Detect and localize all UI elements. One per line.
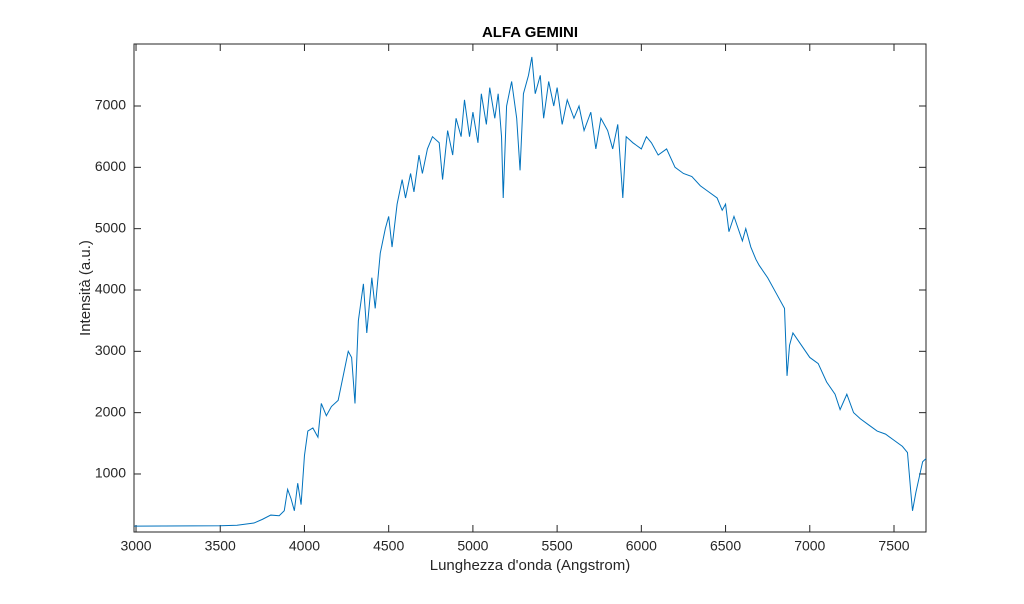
chart-title: ALFA GEMINI bbox=[482, 24, 578, 41]
x-tick-label: 7000 bbox=[794, 538, 825, 554]
y-tick-label: 7000 bbox=[95, 97, 126, 113]
x-tick-label: 3500 bbox=[205, 538, 236, 554]
y-tick-label: 3000 bbox=[95, 342, 126, 358]
x-tick-label: 7500 bbox=[878, 538, 909, 554]
x-axis-label: Lunghezza d'onda (Angstrom) bbox=[430, 557, 631, 574]
spectrum-line bbox=[134, 56, 927, 527]
x-tick-label: 5000 bbox=[457, 538, 488, 554]
y-tick-label: 1000 bbox=[95, 465, 126, 481]
y-tick-label: 6000 bbox=[95, 158, 126, 174]
x-tick-label: 6500 bbox=[710, 538, 741, 554]
y-axis-label: Intensità (a.u.) bbox=[77, 240, 94, 336]
x-tick-label: 3000 bbox=[120, 538, 151, 554]
plot-box bbox=[133, 43, 927, 533]
x-tick-label: 6000 bbox=[626, 538, 657, 554]
x-tick-label: 5500 bbox=[542, 538, 573, 554]
x-tick-label: 4000 bbox=[289, 538, 320, 554]
y-tick-label: 5000 bbox=[95, 219, 126, 235]
y-tick-label: 2000 bbox=[95, 403, 126, 419]
x-tick-label: 4500 bbox=[373, 538, 404, 554]
y-tick-label: 4000 bbox=[95, 281, 126, 297]
